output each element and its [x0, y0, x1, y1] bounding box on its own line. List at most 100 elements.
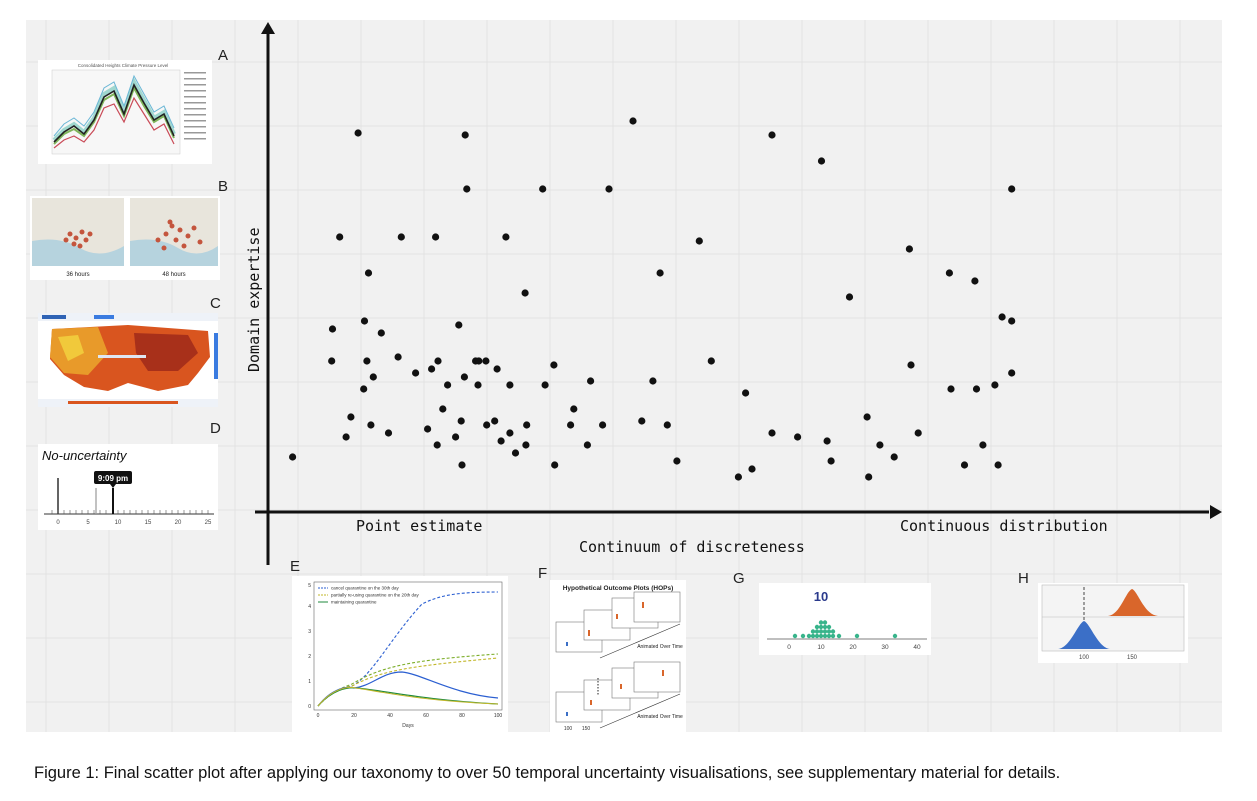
- panel-g-tick-40: 40: [913, 644, 921, 651]
- scatter-point: [511, 449, 520, 457]
- panel-h-thumbnail: 100 150: [1038, 583, 1188, 663]
- scatter-point: [907, 361, 915, 369]
- scatter-point: [432, 233, 440, 241]
- scatter-point: [439, 405, 447, 413]
- scatter-point: [972, 385, 981, 393]
- scatter-point: [570, 405, 578, 413]
- scatter-point: [444, 381, 452, 389]
- scatter-point: [656, 269, 664, 277]
- panel-e-xlabel: Days: [402, 723, 414, 729]
- scatter-point: [424, 425, 432, 433]
- x-low-label: Point estimate: [356, 517, 482, 535]
- panel-d-tick-20: 20: [175, 520, 182, 526]
- scatter-point: [384, 429, 393, 437]
- scatter-point: [347, 413, 355, 421]
- scatter-point: [998, 313, 1006, 321]
- scatter-point: [905, 245, 914, 253]
- scatter-point: [457, 417, 465, 425]
- panel-g-thumbnail: 10 0 10 20 30 40: [759, 583, 931, 655]
- y-axis-title: Domain expertise: [245, 228, 263, 373]
- scatter-point: [434, 357, 442, 365]
- panel-d-tick-5: 5: [86, 520, 90, 526]
- scatter-point: [876, 441, 884, 449]
- scatter-point: [364, 269, 373, 277]
- panel-f-title: Hypothetical Outcome Plots (HOPs): [563, 585, 674, 592]
- scatter-point: [748, 465, 756, 473]
- scatter-point: [461, 131, 469, 139]
- scatter-point: [412, 369, 420, 377]
- panel-letter-e: E: [290, 558, 301, 575]
- panel-a-thumbnail: Consolidated Heights Climate Pressure Le…: [38, 60, 212, 164]
- scatter-point: [502, 233, 510, 241]
- scatter-point: [363, 357, 371, 365]
- scatter-point: [583, 441, 592, 449]
- panel-f-caption-bottom: Animated Over Time: [637, 714, 683, 720]
- panel-d-tooltip: 9:09 pm: [98, 474, 128, 483]
- panel-c-thumbnail: [38, 313, 218, 407]
- scatter-point: [482, 357, 490, 365]
- panel-letter-a: A: [218, 47, 229, 64]
- scatter-point: [863, 413, 871, 421]
- scatter-point: [360, 317, 369, 325]
- panel-e-thumbnail: cancel quarantine on the 30th day partia…: [292, 576, 508, 734]
- scatter-point: [550, 361, 558, 369]
- scatter-point: [497, 437, 505, 445]
- scatter-point: [433, 441, 441, 449]
- panel-d-tick-10: 10: [115, 520, 122, 526]
- panel-f-caption-top: Animated Over Time: [637, 644, 683, 650]
- scatter-point: [945, 269, 954, 277]
- scatter-point: [539, 185, 547, 193]
- scatter-point: [638, 417, 646, 425]
- scatter-point: [707, 357, 715, 365]
- scatter-point: [605, 185, 613, 193]
- scatter-point: [587, 377, 595, 385]
- panel-e-xtick-1: 20: [351, 713, 357, 719]
- scatter-point: [493, 365, 501, 373]
- scatter-point: [506, 429, 514, 437]
- panel-d-tick-25: 25: [205, 520, 212, 526]
- scatter-point: [663, 421, 671, 429]
- scatter-point: [673, 457, 681, 465]
- panel-e-xtick-5: 100: [494, 713, 503, 719]
- scatter-point: [369, 373, 377, 381]
- scatter-point: [328, 357, 336, 365]
- scatter-point: [460, 373, 468, 381]
- x-high-label: Continuous distribution: [900, 517, 1108, 535]
- panel-e-ytick-2: 2: [308, 654, 311, 660]
- scatter-point: [360, 385, 368, 393]
- panel-e-ytick-5: 5: [308, 583, 311, 589]
- scatter-point: [354, 129, 362, 137]
- panel-g-tick-20: 20: [849, 644, 857, 651]
- scatter-point: [845, 293, 854, 301]
- scatter-point: [367, 421, 375, 429]
- scatter-point: [599, 421, 607, 429]
- figure: Point estimate Continuous distribution C…: [26, 20, 1222, 734]
- y-axis-arrowhead: [261, 22, 275, 34]
- scatter-point: [567, 421, 575, 429]
- scatter-point: [1008, 317, 1016, 325]
- panel-f-tick-150: 150: [582, 726, 591, 732]
- scatter-point: [794, 433, 802, 441]
- panel-g-tick-10: 10: [817, 644, 825, 651]
- panel-e-xtick-3: 60: [423, 713, 429, 719]
- panel-d-title: No-uncertainty: [42, 448, 128, 463]
- panel-d-tick-0: 0: [56, 520, 60, 526]
- scatter-point: [734, 473, 743, 481]
- scatter-point: [506, 381, 514, 389]
- panel-letter-g: G: [733, 570, 745, 587]
- scatter-point: [328, 325, 337, 333]
- panel-g-tick-0: 0: [787, 644, 791, 651]
- panel-a-title: Consolidated Heights Climate Pressure Le…: [78, 63, 169, 68]
- figure-caption: Figure 1: Final scatter plot after apply…: [34, 764, 1061, 782]
- scatter-point: [817, 157, 826, 165]
- scatter-point: [491, 417, 499, 425]
- panel-f-tick-100: 100: [564, 726, 573, 732]
- scatter-point: [394, 353, 402, 361]
- x-axis-arrowhead: [1210, 505, 1222, 519]
- scatter-point: [979, 441, 987, 449]
- scatter-point: [483, 421, 491, 429]
- scatter-point: [890, 453, 898, 461]
- scatter-point: [521, 289, 529, 297]
- scatter-point: [914, 429, 922, 437]
- panel-h-tick-150: 150: [1127, 655, 1138, 661]
